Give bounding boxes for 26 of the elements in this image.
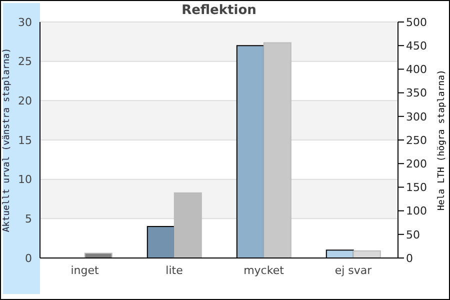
y-tick-label: 0 bbox=[25, 252, 32, 265]
y-tick-label: 10 bbox=[18, 173, 32, 186]
y2-tick-label: 400 bbox=[406, 63, 427, 76]
y-tick-label: 5 bbox=[25, 212, 32, 226]
y2-tick-label: 150 bbox=[406, 181, 427, 194]
x-tick-label: ej svar bbox=[334, 264, 372, 277]
y2-tick-label: 300 bbox=[406, 110, 427, 124]
y2-tick-label: 250 bbox=[406, 134, 427, 147]
y-tick-label: 20 bbox=[18, 94, 32, 108]
x-tick-label: inget bbox=[70, 264, 100, 277]
y-axis-title: Aktuellt urval (vänstra staplarna) bbox=[2, 48, 12, 232]
y-tick-label: 30 bbox=[18, 16, 32, 29]
y2-tick-label: 0 bbox=[406, 252, 413, 265]
chart-title: Reflektion bbox=[180, 3, 258, 18]
y2-tick-label: 50 bbox=[406, 228, 420, 242]
y-tick-label: 15 bbox=[18, 134, 32, 147]
y2-tick-label: 350 bbox=[406, 86, 427, 100]
y-tick-label: 25 bbox=[18, 55, 32, 68]
y2-tick-label: 200 bbox=[406, 158, 427, 171]
bar bbox=[174, 192, 202, 258]
y2-tick-label: 500 bbox=[406, 16, 427, 29]
y2-axis-title: Hela LTH (högra staplarna) bbox=[437, 70, 448, 210]
y2-tick-label: 100 bbox=[406, 204, 427, 218]
x-tick-label: mycket bbox=[244, 264, 285, 277]
y2-tick-label: 450 bbox=[406, 40, 427, 53]
x-tick-label: lite bbox=[166, 264, 184, 277]
